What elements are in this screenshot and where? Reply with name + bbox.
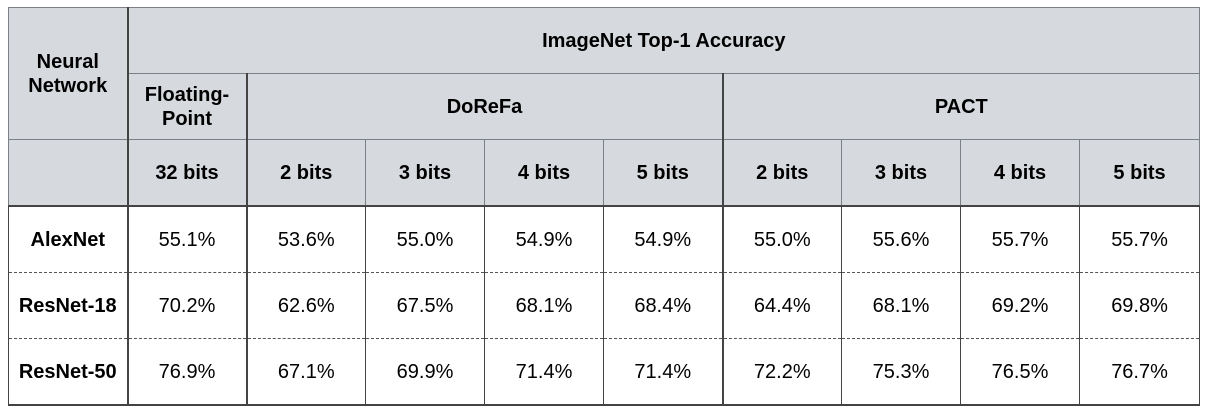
accuracy-cell: 68.1% [841, 272, 961, 339]
bits-header: 32 bits [127, 139, 248, 207]
accuracy-cell: 55.6% [841, 206, 961, 273]
accuracy-cell: 68.1% [484, 272, 604, 339]
neural-network-header: Neural Network [8, 7, 129, 140]
accuracy-cell: 54.9% [603, 206, 724, 273]
table-row: ResNet-18 70.2% 62.6% 67.5% 68.1% 68.4% … [8, 272, 1201, 339]
accuracy-cell: 55.0% [722, 206, 842, 273]
group-header-dorefa: DoReFa [246, 73, 724, 140]
accuracy-cell: 64.4% [722, 272, 842, 339]
accuracy-cell: 69.8% [1078, 272, 1201, 339]
accuracy-cell: 53.6% [246, 206, 366, 273]
accuracy-cell: 72.2% [722, 338, 842, 406]
accuracy-cell: 70.2% [127, 272, 248, 339]
accuracy-cell: 68.4% [603, 272, 724, 339]
accuracy-cell: 55.7% [1078, 206, 1201, 273]
accuracy-cell: 71.4% [603, 338, 724, 406]
group-header-floating-point-line-1: Floating- [144, 83, 230, 106]
accuracy-cell: 55.7% [960, 206, 1080, 273]
accuracy-cell: 67.1% [246, 338, 366, 406]
bits-header: 4 bits [960, 139, 1080, 207]
bits-header: 3 bits [841, 139, 961, 207]
neural-network-header-line-2: Network [28, 74, 108, 97]
network-name: AlexNet [8, 206, 129, 273]
accuracy-cell: 62.6% [246, 272, 366, 339]
bits-header: 5 bits [603, 139, 724, 207]
accuracy-cell: 55.1% [127, 206, 248, 273]
accuracy-cell: 71.4% [484, 338, 604, 406]
network-name: ResNet-18 [8, 272, 129, 339]
bits-header: 5 bits [1078, 139, 1201, 207]
table-row: AlexNet 55.1% 53.6% 55.0% 54.9% 54.9% 55… [8, 206, 1201, 273]
group-header-floating-point-line-2: Point [162, 107, 212, 130]
group-header-pact: PACT [721, 73, 1201, 140]
bits-header-blank [8, 139, 129, 207]
bits-header: 4 bits [484, 139, 604, 207]
accuracy-cell: 76.5% [960, 338, 1080, 406]
accuracy-table: Neural Network ImageNet Top-1 Accuracy F… [8, 7, 1201, 406]
accuracy-cell: 76.9% [127, 338, 248, 406]
accuracy-cell: 55.0% [365, 206, 485, 273]
accuracy-cell: 69.2% [960, 272, 1080, 339]
bits-header: 3 bits [365, 139, 485, 207]
bits-header: 2 bits [246, 139, 366, 207]
accuracy-cell: 75.3% [841, 338, 961, 406]
accuracy-cell: 76.7% [1078, 338, 1201, 406]
group-header-floating-point: Floating- Point [127, 73, 248, 140]
bits-header: 2 bits [722, 139, 842, 207]
accuracy-cell: 69.9% [365, 338, 485, 406]
table-row: ResNet-50 76.9% 67.1% 69.9% 71.4% 71.4% … [8, 338, 1201, 406]
accuracy-cell: 67.5% [365, 272, 485, 339]
imagenet-top1-header: ImageNet Top-1 Accuracy [126, 7, 1201, 74]
accuracy-cell: 54.9% [484, 206, 604, 273]
neural-network-header-line-1: Neural [36, 50, 99, 73]
network-name: ResNet-50 [8, 338, 129, 406]
